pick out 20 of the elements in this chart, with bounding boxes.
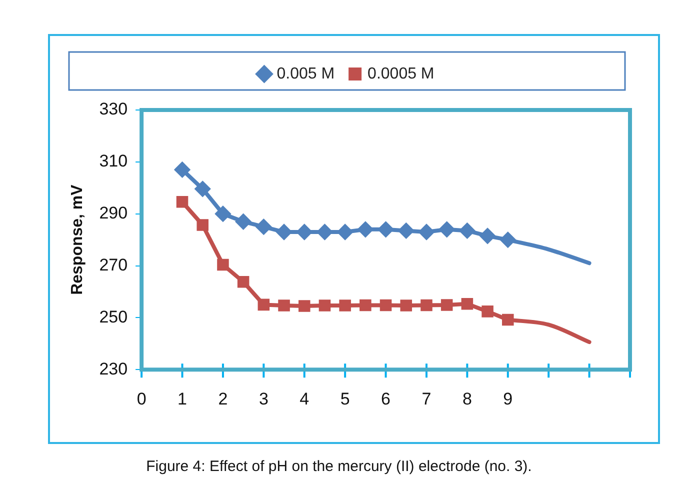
x-tick-label: 6 (381, 389, 391, 408)
legend-label: 0.005 M (276, 65, 335, 82)
y-tick-label: 310 (99, 152, 128, 171)
y-tick-label: 270 (99, 255, 128, 274)
y-tick-label: 290 (99, 204, 128, 223)
y-tick-label: 250 (99, 307, 128, 326)
x-tick-label: 0 (136, 389, 146, 408)
x-tick-label: 2 (218, 389, 228, 408)
x-tick-label: 7 (422, 389, 432, 408)
x-tick-label: 4 (300, 389, 310, 408)
x-tick-label: 9 (503, 389, 513, 408)
x-tick-label: 8 (462, 389, 472, 408)
y-tick-label: 230 (99, 359, 128, 378)
y-axis-title: Response, mV (69, 184, 86, 295)
x-tick-label: 5 (340, 389, 350, 408)
caption: Figure 4: Effect of pH on the mercury (II) electrode (no. 3). (145, 458, 533, 475)
y-tick-label: 330 (99, 100, 128, 119)
legend-label: 0.0005 M (368, 65, 434, 82)
x-tick-label: 1 (178, 389, 187, 408)
x-tick-label: 3 (258, 389, 268, 408)
